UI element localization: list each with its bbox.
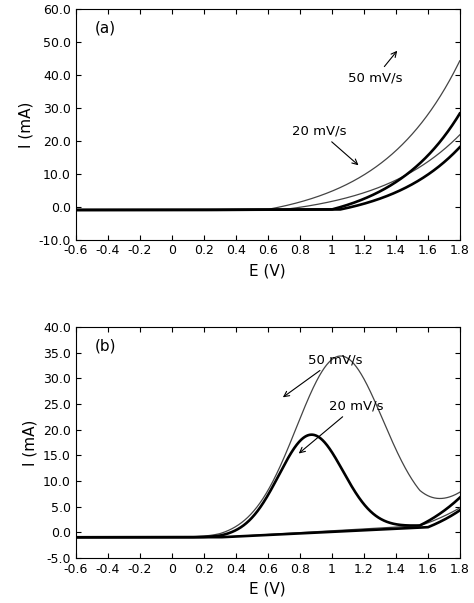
Text: 20 mV/s: 20 mV/s: [292, 124, 357, 165]
Y-axis label: I (mA): I (mA): [18, 101, 33, 148]
X-axis label: E (V): E (V): [249, 581, 286, 596]
Text: (b): (b): [95, 339, 117, 354]
Text: 50 mV/s: 50 mV/s: [284, 353, 362, 397]
Text: (a): (a): [95, 21, 116, 36]
X-axis label: E (V): E (V): [249, 263, 286, 278]
Y-axis label: I (mA): I (mA): [23, 419, 37, 466]
Text: 50 mV/s: 50 mV/s: [348, 52, 402, 84]
Text: 20 mV/s: 20 mV/s: [300, 399, 383, 453]
